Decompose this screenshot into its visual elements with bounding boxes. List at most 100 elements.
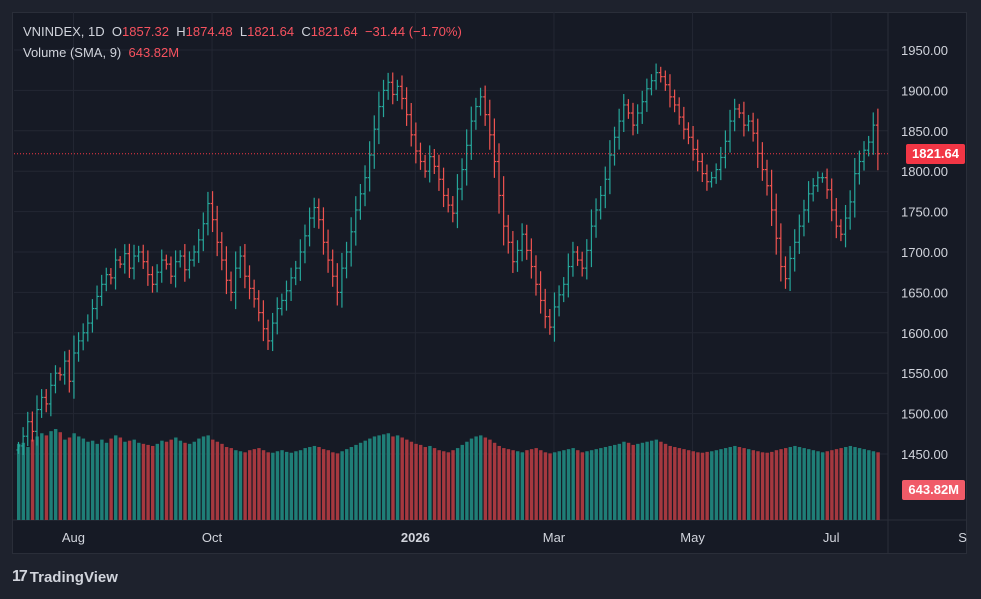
volume-bar: [150, 445, 155, 520]
ohlc-bar: [681, 106, 686, 140]
volume-bar: [243, 452, 247, 520]
ohlc-bar: [806, 181, 811, 223]
volume-bar: [728, 447, 732, 520]
ohlc-bar: [566, 253, 571, 298]
ohlc-bar: [631, 102, 636, 136]
price-axis[interactable]: 1950.00 1900.00 1850.00 1800.00 1750.00 1700.…: [901, 43, 948, 462]
volume-bar: [502, 448, 506, 520]
ohlc-bar: [649, 74, 654, 96]
x-tick-label: Sep: [958, 530, 967, 545]
volume-bar: [742, 448, 746, 520]
volume-bar: [645, 441, 649, 520]
volume-bar: [257, 448, 261, 520]
ohlc-bar: [723, 130, 728, 169]
volume-bar: [760, 452, 765, 520]
volume-bar: [164, 441, 169, 520]
volume-bar: [525, 450, 529, 520]
ohlc-bar: [815, 171, 820, 192]
ohlc-bar: [718, 146, 723, 181]
ohlc-bar: [173, 250, 178, 288]
ohlc-bar: [764, 159, 769, 196]
y-tick-label: 1900.00: [901, 83, 948, 98]
ohlc-bar: [53, 365, 58, 394]
volume-bar: [155, 443, 160, 520]
volume-bar: [123, 441, 127, 520]
volume-bar: [867, 450, 871, 520]
ohlc-bar: [104, 267, 109, 292]
volume-bar: [811, 450, 816, 520]
ohlc-bar: [58, 367, 63, 381]
volume-bar: [622, 441, 626, 520]
y-tick-label: 1550.00: [901, 366, 948, 381]
ohlc-bar: [829, 178, 834, 222]
volume-bar: [86, 441, 90, 520]
ohlc-bar: [838, 219, 843, 242]
volume-bar: [77, 436, 81, 520]
volume-bar: [252, 449, 257, 520]
volume-bar: [312, 445, 317, 520]
ohlc-bar: [783, 256, 788, 289]
volume-label[interactable]: Volume (SMA, 9): [23, 45, 122, 60]
volume-bar: [673, 447, 677, 520]
change-value: −31.44 (−1.70%): [364, 24, 462, 39]
tradingview-logo[interactable]: 17 TradingView: [12, 568, 118, 586]
ohlc-bar: [506, 214, 511, 254]
volume-bar: [783, 448, 788, 520]
ohlc-bar: [81, 323, 86, 351]
ohlc-bar: [76, 332, 81, 362]
volume-bar: [834, 449, 839, 520]
volume-bar: [543, 452, 548, 520]
close-label: C: [301, 24, 311, 39]
ohlc-bar: [667, 74, 672, 108]
ohlc-bar: [326, 229, 331, 273]
ohlc-bar: [261, 300, 266, 342]
volume-bar: [779, 449, 783, 520]
volume-value: 643.82M: [128, 45, 180, 60]
ohlc-bar: [312, 197, 317, 228]
volume-bar: [797, 447, 802, 520]
ohlc-bar: [547, 309, 552, 335]
ohlc-bar: [755, 118, 760, 168]
ohlc-bar: [423, 154, 428, 178]
last-price-tag: 1821.64: [906, 144, 965, 164]
volume-bar: [127, 440, 132, 520]
ohlc-bar: [584, 239, 589, 280]
volume-bar: [44, 435, 49, 520]
volume-bar: [848, 445, 853, 520]
high-value: 1874.48: [185, 24, 233, 39]
volume-legend[interactable]: Volume (SMA, 9) 643.82M: [23, 45, 179, 60]
ohlc-bar: [90, 299, 95, 333]
volume-bar: [409, 441, 414, 520]
close-value: 1821.64: [310, 24, 358, 39]
volume-bar: [414, 443, 418, 520]
ohlc-bar: [16, 441, 21, 454]
volume-bar: [349, 447, 354, 520]
symbol-label[interactable]: VNINDEX, 1D: [23, 24, 105, 39]
ohlc-bar: [871, 112, 876, 155]
ohlc-bar: [746, 114, 751, 132]
ohlc-bar: [866, 135, 871, 157]
volume-bar: [418, 444, 423, 520]
volume-bar: [636, 443, 640, 520]
volume-bar: [871, 451, 876, 520]
volume-bar: [308, 447, 312, 520]
candlestick-chart[interactable]: 1950.00 1900.00 1850.00 1800.00 1750.00 1700.…: [12, 12, 967, 554]
time-axis[interactable]: Aug Oct 2026 Mar May Jul Sep: [62, 530, 967, 545]
ohlc-bar: [441, 167, 446, 208]
volume-bar: [479, 435, 483, 520]
volume-bar: [428, 445, 432, 520]
volume-bar: [118, 437, 123, 520]
volume-bar: [751, 450, 756, 520]
volume-bar: [552, 452, 557, 520]
volume-bar: [548, 453, 552, 520]
ohlc-bar: [427, 145, 432, 183]
low-value: 1821.64: [247, 24, 295, 39]
volume-bar: [830, 450, 834, 520]
volume-bar: [30, 439, 35, 520]
ohlc-bar: [760, 142, 765, 181]
volume-bar: [576, 450, 580, 520]
volume-bar: [756, 451, 760, 520]
ohlc-legend[interactable]: VNINDEX, 1D O1857.32 H1874.48 L1821.64 C…: [23, 24, 462, 39]
volume-bar: [557, 451, 561, 520]
ohlc-bar: [293, 260, 298, 286]
